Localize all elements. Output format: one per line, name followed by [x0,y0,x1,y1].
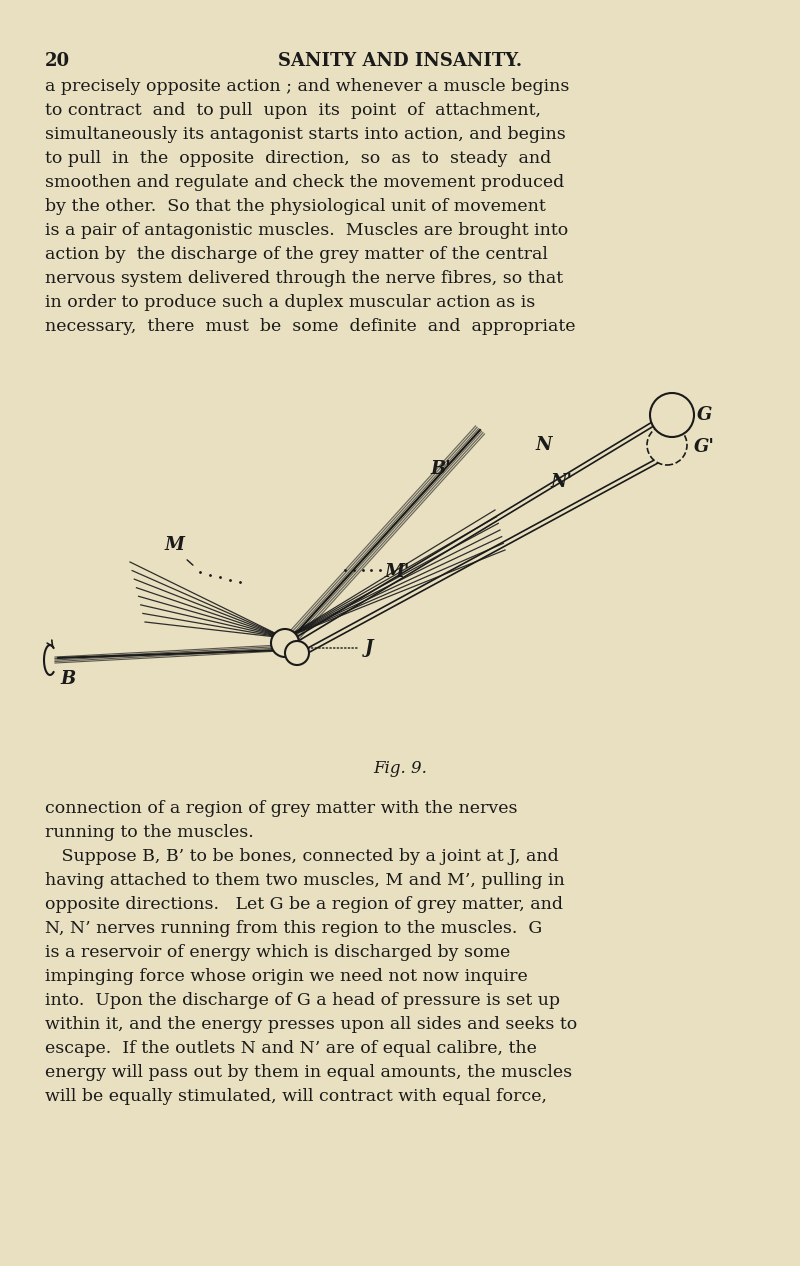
Circle shape [285,641,309,665]
Text: simultaneously its antagonist starts into action, and begins: simultaneously its antagonist starts int… [45,127,566,143]
Text: necessary,  there  must  be  some  definite  and  appropriate: necessary, there must be some definite a… [45,318,575,335]
Text: by the other.  So that the physiological unit of movement: by the other. So that the physiological … [45,197,546,215]
Text: Fig. 9.: Fig. 9. [373,760,427,777]
Text: to pull  in  the  opposite  direction,  so  as  to  steady  and: to pull in the opposite direction, so as… [45,149,551,167]
Text: smoothen and regulate and check the movement produced: smoothen and regulate and check the move… [45,173,564,191]
Text: is a reservoir of energy which is discharged by some: is a reservoir of energy which is discha… [45,944,510,961]
Text: action by  the discharge of the grey matter of the central: action by the discharge of the grey matt… [45,246,548,263]
Circle shape [650,392,694,437]
Text: within it, and the energy presses upon all sides and seeks to: within it, and the energy presses upon a… [45,1017,578,1033]
Text: to contract  and  to pull  upon  its  point  of  attachment,: to contract and to pull upon its point o… [45,103,541,119]
Text: having attached to them two muscles, M and M’, pulling in: having attached to them two muscles, M a… [45,872,565,889]
Text: nervous system delivered through the nerve fibres, so that: nervous system delivered through the ner… [45,270,563,287]
Text: in order to produce such a duplex muscular action as is: in order to produce such a duplex muscul… [45,294,535,311]
Text: G': G' [694,438,715,456]
Text: N': N' [550,473,572,491]
Text: M': M' [385,563,410,581]
Text: will be equally stimulated, will contract with equal force,: will be equally stimulated, will contrac… [45,1087,547,1105]
Text: 20: 20 [45,52,70,70]
Text: into.  Upon the discharge of G a head of pressure is set up: into. Upon the discharge of G a head of … [45,993,560,1009]
Text: B': B' [430,460,450,479]
Text: G: G [697,406,712,424]
Text: running to the muscles.: running to the muscles. [45,824,254,841]
Text: B: B [60,670,75,687]
Text: J: J [365,639,374,657]
Text: N: N [535,436,551,454]
Text: N, N’ nerves running from this region to the muscles.  G: N, N’ nerves running from this region to… [45,920,542,937]
Circle shape [271,629,299,657]
Text: SANITY AND INSANITY.: SANITY AND INSANITY. [278,52,522,70]
Text: energy will pass out by them in equal amounts, the muscles: energy will pass out by them in equal am… [45,1063,572,1081]
Text: connection of a region of grey matter with the nerves: connection of a region of grey matter wi… [45,800,518,817]
Text: a precisely opposite action ; and whenever a muscle begins: a precisely opposite action ; and whenev… [45,78,570,95]
Text: escape.  If the outlets N and N’ are of equal calibre, the: escape. If the outlets N and N’ are of e… [45,1039,537,1057]
Text: M: M [165,536,185,555]
Text: is a pair of antagonistic muscles.  Muscles are brought into: is a pair of antagonistic muscles. Muscl… [45,222,568,239]
Circle shape [647,425,687,465]
Text: opposite directions.   Let G be a region of grey matter, and: opposite directions. Let G be a region o… [45,896,563,913]
Text: impinging force whose origin we need not now inquire: impinging force whose origin we need not… [45,968,528,985]
Text: Suppose B, B’ to be bones, connected by a joint at J, and: Suppose B, B’ to be bones, connected by … [45,848,558,865]
